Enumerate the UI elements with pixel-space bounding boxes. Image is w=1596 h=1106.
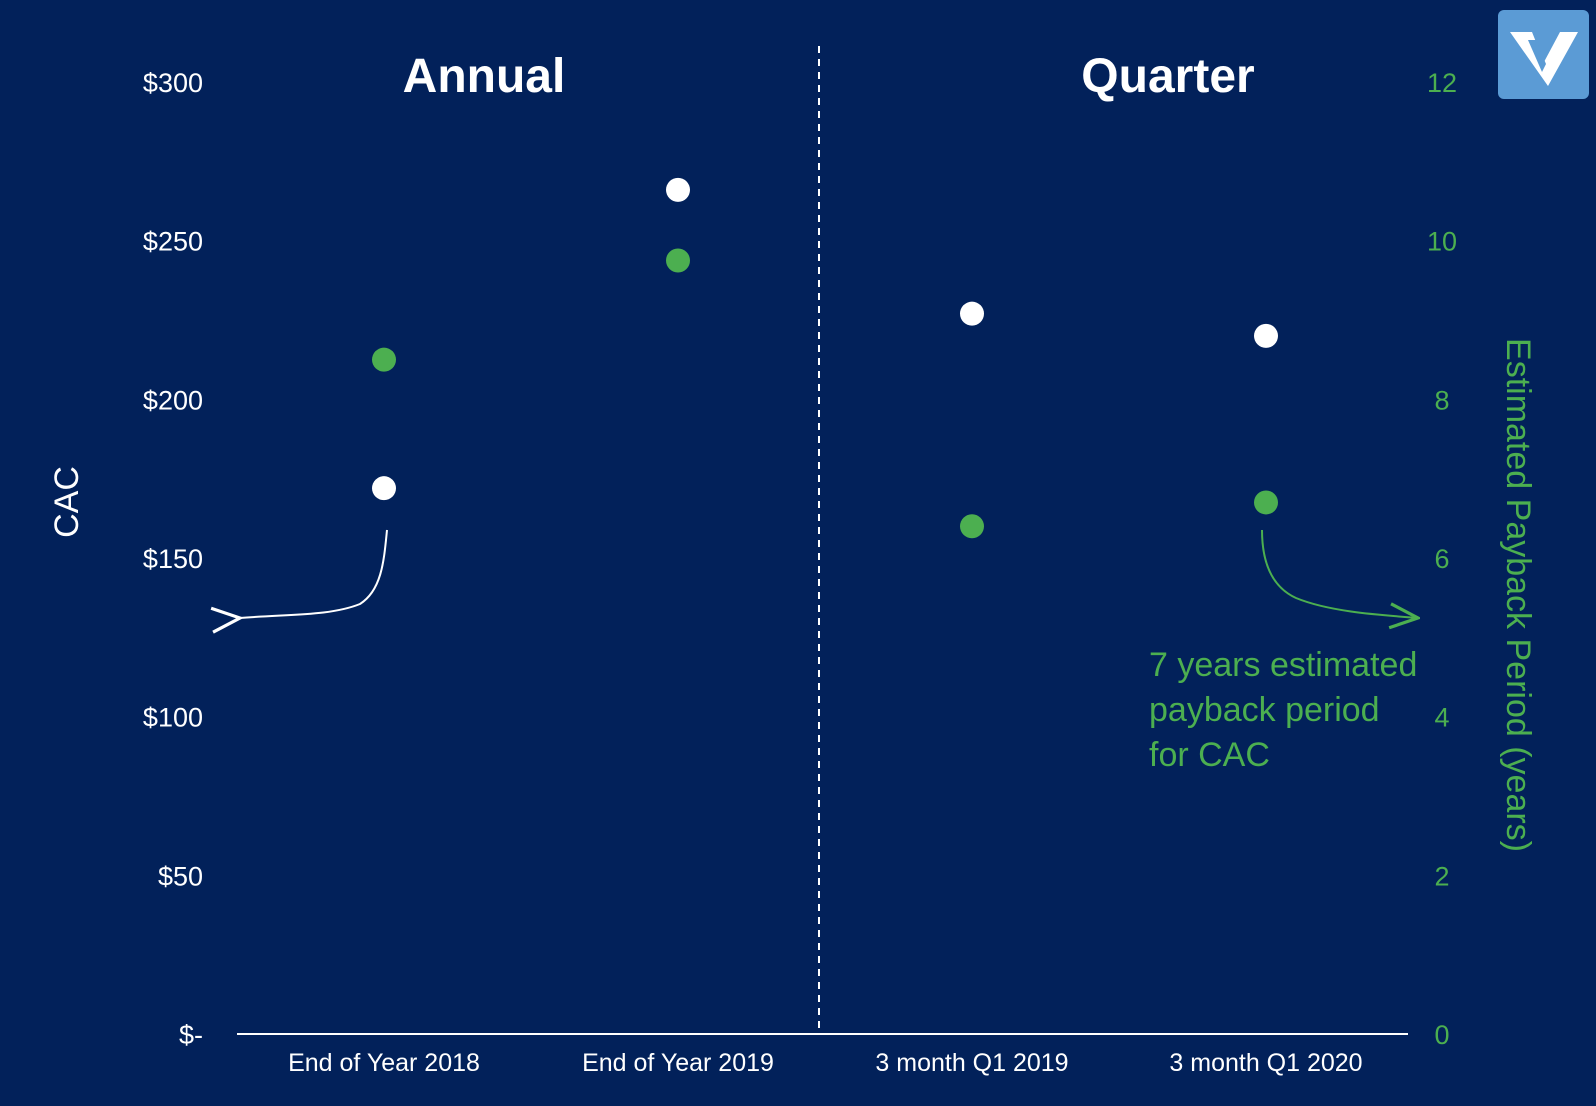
x-axis-ticks: End of Year 2018 End of Year 2019 3 month … bbox=[288, 1049, 1363, 1077]
payback-point bbox=[372, 347, 396, 372]
y-tick-left-label: $200 bbox=[143, 385, 203, 415]
payback-point bbox=[960, 514, 984, 539]
y-tick-left-label: $- bbox=[179, 1020, 203, 1050]
y-tick-right-label: 2 bbox=[1434, 861, 1449, 891]
y-tick-left-label: $50 bbox=[158, 861, 203, 891]
payback-point bbox=[666, 248, 690, 273]
cac-point bbox=[960, 301, 984, 326]
y-axis-ticks-left: $- $50 $100 $150 $200 $250 $300 bbox=[143, 68, 203, 1050]
cac-point bbox=[372, 476, 396, 501]
y-axis-title-right: Estimated Payback Period (years) bbox=[1499, 338, 1537, 852]
y-tick-right-label: 0 bbox=[1434, 1020, 1449, 1050]
y-axis-ticks-right: 0 2 4 6 8 10 12 bbox=[1427, 68, 1457, 1050]
x-tick-label: 3 month Q1 2020 bbox=[1169, 1049, 1362, 1077]
y-tick-right-label: 10 bbox=[1427, 227, 1457, 257]
x-tick-label: End of Year 2018 bbox=[288, 1049, 480, 1077]
x-tick-label: End of Year 2019 bbox=[582, 1049, 774, 1077]
payback-point bbox=[1254, 490, 1278, 515]
cac-point bbox=[1254, 323, 1278, 348]
section-title-quarter: Quarter bbox=[1081, 50, 1254, 103]
x-tick-label: 3 month Q1 2019 bbox=[875, 1049, 1068, 1077]
y-axis-title-left: CAC bbox=[48, 466, 86, 538]
annotation-arrow-right bbox=[1261, 529, 1418, 618]
data-points bbox=[372, 177, 1278, 539]
cac-point bbox=[666, 177, 690, 202]
y-tick-right-label: 6 bbox=[1434, 544, 1449, 574]
y-tick-left-label: $250 bbox=[143, 227, 203, 257]
y-tick-right-label: 12 bbox=[1427, 68, 1457, 98]
section-title-annual: Annual bbox=[403, 50, 566, 103]
payback-annotation: 7 years estimated payback period for CAC bbox=[1149, 646, 1418, 774]
y-tick-left-label: $100 bbox=[143, 703, 203, 733]
v-logo-icon bbox=[1498, 10, 1589, 99]
y-tick-left-label: $300 bbox=[143, 68, 203, 98]
annotation-arrow-left bbox=[240, 529, 388, 618]
y-tick-right-label: 4 bbox=[1434, 703, 1449, 733]
y-tick-left-label: $150 bbox=[143, 544, 203, 574]
y-tick-right-label: 8 bbox=[1434, 385, 1449, 415]
